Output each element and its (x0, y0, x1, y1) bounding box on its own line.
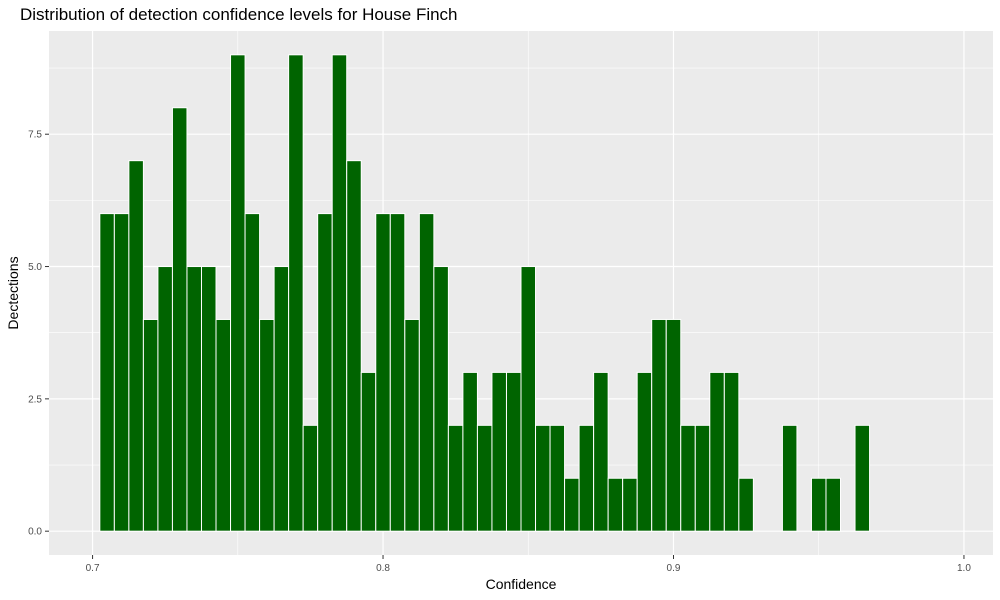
histogram-bar (331, 54, 348, 532)
histogram-bar (244, 213, 261, 532)
chart-title: Distribution of detection confidence lev… (20, 5, 458, 24)
x-tick-label: 1.0 (957, 563, 971, 574)
histogram-bar (317, 213, 333, 532)
y-tick-label: 0.0 (28, 527, 42, 538)
x-tick-label: 0.9 (667, 563, 681, 574)
histogram-bar (665, 318, 682, 532)
histogram-bar (99, 213, 115, 532)
histogram-bar (273, 266, 290, 532)
histogram-bar (215, 318, 232, 532)
y-tick-label: 5.0 (28, 262, 42, 273)
histogram-bar (230, 54, 246, 532)
histogram-bar (200, 266, 217, 532)
histogram-bar (854, 424, 871, 532)
histogram-bar (564, 477, 580, 532)
histogram-bar (157, 266, 173, 532)
x-tick-label: 0.7 (86, 563, 100, 574)
x-axis-title: Confidence (486, 576, 557, 592)
histogram-bar (491, 371, 507, 532)
histogram-bar (593, 371, 609, 532)
histogram-bar (259, 318, 275, 532)
histogram-bar (389, 213, 406, 532)
histogram-bar (113, 213, 130, 532)
histogram-bar (535, 424, 551, 532)
histogram-bar (346, 160, 362, 532)
histogram-bar (302, 424, 319, 532)
histogram-bar (476, 424, 493, 532)
histogram-bar (636, 371, 653, 532)
histogram-bar (709, 371, 725, 532)
x-axis: 0.7 0.8 0.9 1.0 (86, 555, 971, 574)
histogram-bar (738, 477, 754, 532)
histogram-bar (651, 318, 667, 532)
histogram-bar (578, 424, 595, 532)
histogram-bar (128, 160, 144, 532)
histogram-bar (810, 477, 827, 532)
histogram-bar (288, 54, 304, 532)
histogram-bar (520, 266, 537, 532)
histogram-bar (505, 371, 522, 532)
histogram-bar (142, 318, 159, 532)
histogram-bar (171, 107, 188, 532)
histogram-bar (360, 371, 377, 532)
histogram-bar (680, 424, 696, 532)
y-axis-title: Dectections (5, 256, 21, 329)
x-tick-label: 0.8 (376, 563, 390, 574)
bars (99, 54, 871, 532)
histogram-bar (186, 266, 202, 532)
histogram-bar (694, 424, 711, 532)
histogram-bar (549, 424, 566, 532)
y-axis: 0.0 2.5 5.0 7.5 (28, 130, 49, 538)
histogram-bar (607, 477, 624, 532)
y-tick-label: 2.5 (28, 394, 42, 405)
histogram-bar (447, 424, 464, 532)
histogram-bar (404, 318, 420, 532)
histogram-bar (418, 213, 435, 532)
histogram-bar (723, 371, 740, 532)
histogram-bar (825, 477, 842, 532)
histogram-bar (781, 424, 798, 532)
histogram-bar (462, 371, 478, 532)
histogram-bar (375, 213, 391, 532)
histogram-bar (433, 266, 449, 532)
histogram-bar (622, 477, 638, 532)
y-tick-label: 7.5 (28, 130, 42, 141)
